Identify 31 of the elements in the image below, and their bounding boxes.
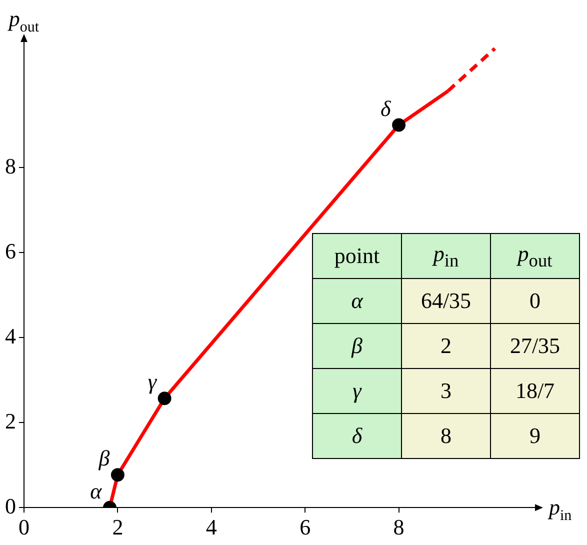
x-tick-label: 2 [112,514,124,540]
annotation: γ [312,368,402,414]
x-tick-label: 8 [393,514,404,540]
annotation: δ [312,414,402,458]
annotation: 18/7 [490,368,580,414]
annotation: δ [380,96,392,121]
annotation: 3 [402,368,490,414]
y-tick-label: 2 [5,408,16,434]
point [392,118,406,132]
annotation: α [90,478,102,504]
annotation: 2 [402,324,490,368]
annotation: 0 [490,278,580,324]
annotation: 64/35 [402,278,490,324]
annotation: β [312,324,402,368]
y-tick-label: 6 [5,238,16,264]
annotation: β [98,446,110,471]
annotation: γ [148,369,158,394]
x-tick-label: 6 [300,514,311,540]
point [158,392,172,406]
annotation: point [312,234,402,278]
annotation: 8 [402,414,490,458]
annotation: α [312,278,402,324]
annotation: p$_{out}$ [518,240,552,270]
annotation: p$_{in}$ [433,240,459,270]
y-tick-label: 8 [5,153,16,178]
y-tick-label: 4 [5,323,16,348]
annotation: 27/35 [490,324,580,368]
x-tick-label: 4 [206,514,217,540]
annotation: 9 [490,414,580,458]
point [110,468,124,482]
y-tick-label: 0 [5,493,16,518]
